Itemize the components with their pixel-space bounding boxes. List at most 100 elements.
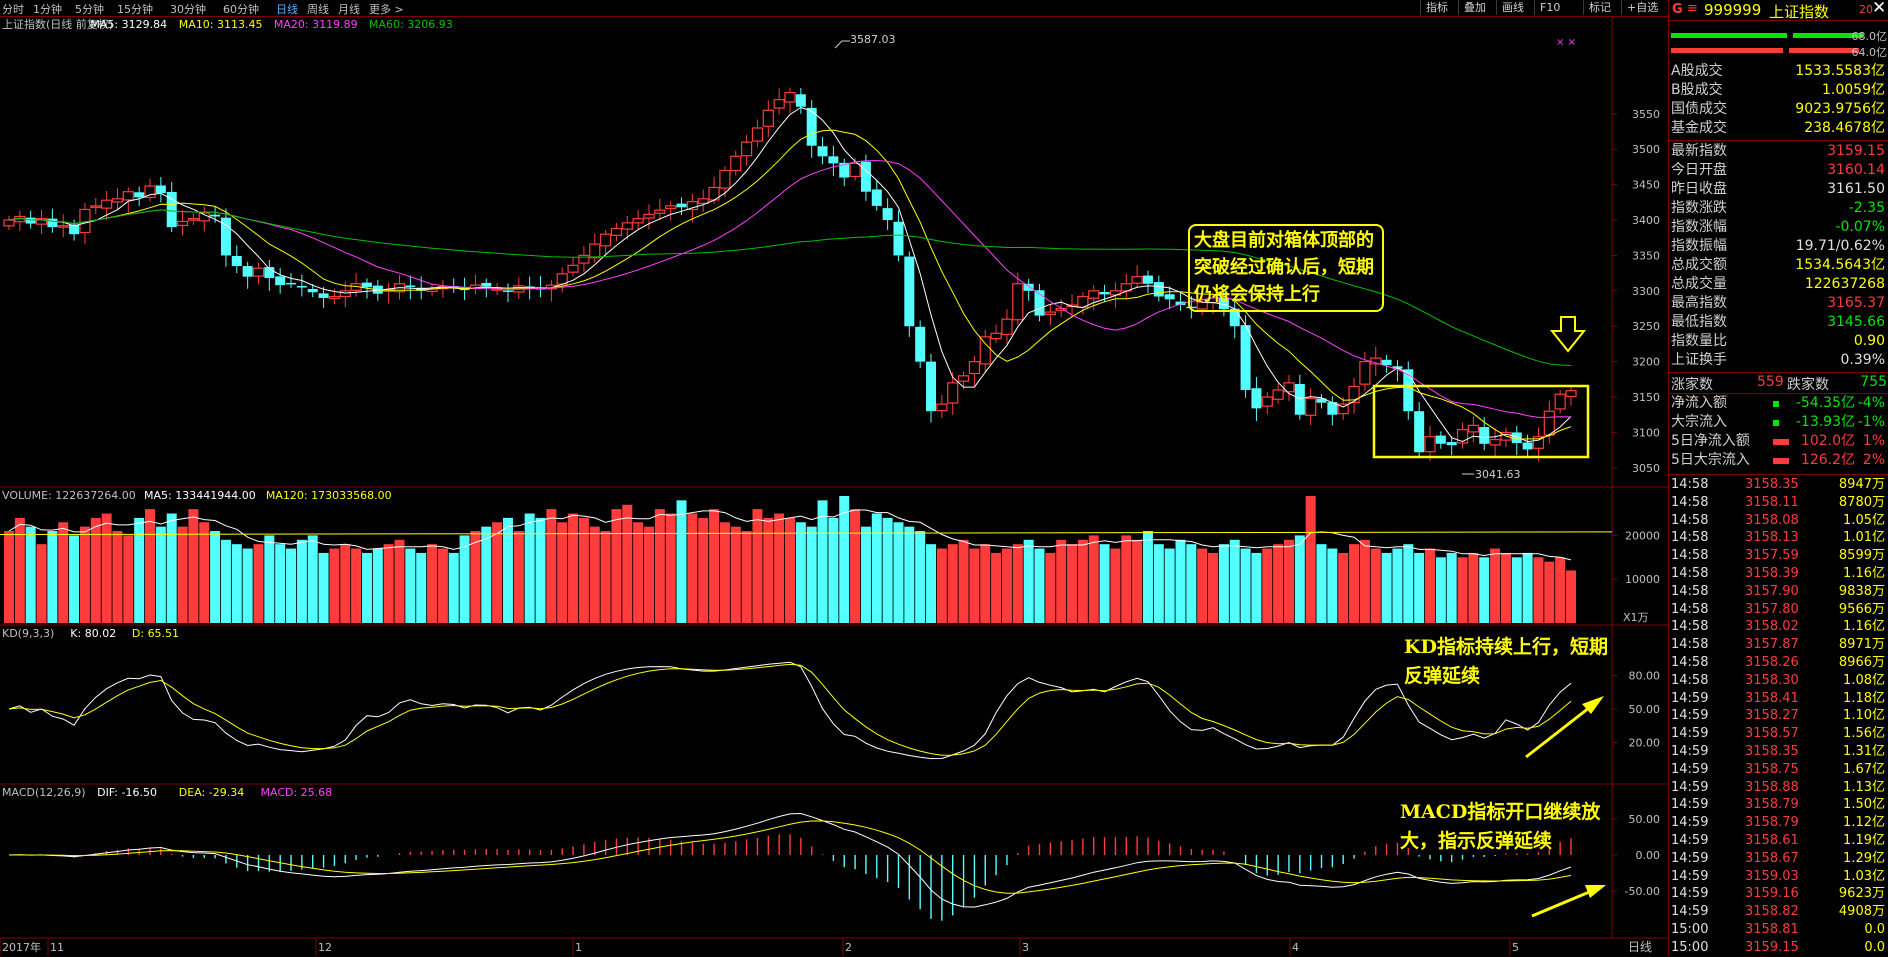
down-count: 755: [1860, 374, 1887, 390]
toolbar-button-4[interactable]: 标记: [1583, 0, 1616, 15]
quote-row-label: 指数涨跌: [1671, 200, 1727, 216]
strength-value-1: 68.0亿: [1851, 30, 1888, 43]
candle-up: [1001, 318, 1013, 336]
quote-row-label: 最高指数: [1671, 295, 1727, 311]
candle-down: [1240, 325, 1251, 390]
volume-bar: [4, 531, 14, 623]
candle-down: [839, 162, 850, 178]
flow-row-amount: -54.35亿: [1795, 395, 1855, 411]
tick-list[interactable]: 14:58 3158.35 8947万 14:58 3158.11 8780万 14:58 3…: [1669, 474, 1888, 957]
candle-up: [1337, 403, 1349, 415]
volume-bar: [427, 544, 438, 623]
tick-time: 14:59: [1671, 886, 1709, 902]
date-label: 3: [1022, 941, 1029, 954]
volume-unit-label: X1万: [1623, 611, 1649, 624]
period-tab-9[interactable]: 更多 >: [369, 3, 404, 16]
close-icon[interactable]: ✕: [1872, 0, 1887, 18]
toolbar-button-2[interactable]: 画线: [1496, 0, 1529, 15]
tick-price: 3159.03: [1745, 868, 1799, 884]
flow-row-value: 1%: [1862, 433, 1885, 449]
candle-down: [1294, 384, 1305, 415]
toolbar-button-3[interactable]: F10: [1534, 0, 1565, 15]
candle-up: [144, 185, 156, 198]
kd-d-line: [8, 663, 1572, 756]
tick-volume: 1.16亿: [1843, 566, 1885, 581]
volume-bar: [1522, 552, 1533, 623]
date-label: 4: [1292, 941, 1299, 954]
trade-row-value: 1.0059亿: [1822, 82, 1885, 98]
quote-row-label: 总成交量: [1671, 276, 1727, 292]
macd-header-1: DIF: -16.50: [97, 786, 157, 799]
tick-volume: 1.13亿: [1843, 779, 1885, 795]
toolbar-button-5[interactable]: +自选: [1621, 0, 1663, 15]
candle-up: [643, 213, 655, 219]
quote-row-label: 总成交额: [1671, 257, 1727, 273]
quote-row-value: 122637268: [1804, 276, 1885, 292]
tick-row: 14:59 3159.03 1.03亿: [1669, 868, 1887, 886]
candle-down: [134, 192, 145, 198]
price-tick-label: 3200: [1632, 356, 1660, 369]
flow-row-value: -4%: [1857, 395, 1885, 411]
candle-down: [1435, 435, 1446, 444]
tick-price: 3157.90: [1745, 583, 1799, 599]
tick-volume: 1.29亿: [1843, 850, 1885, 866]
volume-bar: [1121, 535, 1132, 623]
toolbar-button-1[interactable]: 叠加: [1458, 0, 1491, 15]
volume-bar: [340, 544, 351, 623]
tick-price: 3159.16: [1745, 886, 1799, 902]
volume-bar: [687, 513, 698, 623]
period-tab-3[interactable]: 15分钟: [117, 3, 153, 16]
tick-price: 3158.35: [1745, 744, 1799, 759]
period-tab-4[interactable]: 30分钟: [170, 3, 206, 16]
candle-up: [979, 336, 991, 365]
flow-row-amount: 102.0亿: [1800, 433, 1855, 449]
trade-row-label: A股成交: [1671, 63, 1723, 79]
tick-row: 14:59 3158.82 4908万: [1669, 903, 1887, 921]
tick-time: 14:59: [1671, 744, 1709, 759]
period-tab-6[interactable]: 日线: [276, 3, 298, 16]
period-tab-5[interactable]: 60分钟: [223, 3, 259, 16]
flow-row-label: 5日净流入额: [1671, 433, 1750, 449]
tick-price: 3158.67: [1745, 850, 1799, 866]
candle-up: [1088, 290, 1100, 299]
header-extra: 20: [1859, 3, 1873, 16]
volume-bar: [926, 544, 937, 623]
candle-down: [1164, 294, 1175, 300]
volume-bar: [405, 548, 416, 623]
tick-price: 3157.80: [1745, 601, 1799, 617]
candle-down: [166, 192, 177, 228]
date-label: 2: [845, 941, 852, 954]
kline-chart-area[interactable]: 3550350034503400335033003250320031503100…: [0, 17, 1668, 956]
volume-bar: [665, 513, 676, 623]
tick-row: 14:58 3157.59 8599万: [1669, 547, 1887, 565]
period-tab-0[interactable]: 分时: [2, 3, 24, 16]
period-tab-7[interactable]: 周线: [307, 3, 329, 16]
period-tab-8[interactable]: 月线: [338, 3, 360, 16]
volume-bar: [991, 552, 1002, 623]
quote-row-value: 1534.5643亿: [1795, 257, 1885, 273]
chart-frames: [0, 17, 1668, 939]
volume-bar: [839, 495, 850, 623]
tick-row: 14:58 3157.80 9566万: [1669, 601, 1887, 619]
volume-bar: [1424, 548, 1435, 623]
price-tick-label: 3250: [1632, 320, 1660, 333]
kd-arrow-head-icon: [1582, 696, 1604, 714]
volume-bar: [351, 548, 362, 623]
flow-row-bar: [1773, 420, 1779, 426]
volume-bar: [1403, 544, 1414, 623]
tick-price: 3158.79: [1745, 797, 1799, 813]
toolbar-button-0[interactable]: 指标: [1420, 0, 1453, 15]
volume-bar: [286, 548, 297, 623]
candle-down: [1414, 411, 1425, 453]
period-tab-2[interactable]: 5分钟: [75, 3, 104, 16]
period-tab-1[interactable]: 1分钟: [33, 3, 62, 16]
volume-bar: [611, 509, 622, 623]
tick-volume: 1.08亿: [1843, 672, 1885, 688]
annotation-box-breakout: 大盘目前对箱体顶部的突破经过确认后，短期仍将会保持上行: [1188, 224, 1384, 312]
annotation-macd: MACD指标开口继续放大，指示反弹延续: [1400, 801, 1601, 852]
volume-bar: [828, 517, 839, 623]
candle-down: [1153, 282, 1164, 297]
volume-bar: [1566, 570, 1576, 623]
candle-up: [1109, 290, 1122, 296]
volume-bar: [1500, 552, 1511, 623]
